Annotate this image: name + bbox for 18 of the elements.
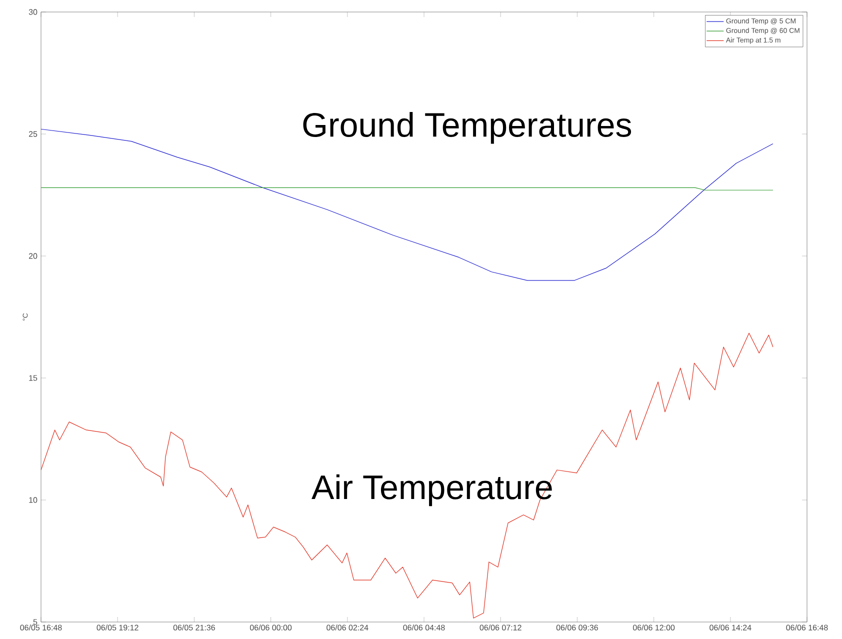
- y-tick-label: 30: [28, 9, 38, 15]
- x-tick-label: 06/06 12:00: [632, 624, 675, 630]
- y-tick-label: 20: [28, 253, 38, 259]
- x-tick-label: 06/06 14:24: [710, 624, 752, 630]
- x-tick-label: 06/05 19:12: [96, 624, 138, 630]
- x-tick-label: 06/05 16:48: [20, 624, 62, 630]
- x-tick-label: 06/06 07:12: [480, 624, 522, 630]
- y-tick-label: 15: [29, 375, 38, 381]
- y-tick-label: 10: [29, 497, 38, 503]
- annotation: Ground Temperatures: [303, 112, 632, 144]
- x-tick-label: 06/06 09:36: [556, 624, 598, 630]
- x-tick-label: 06/05 21:36: [173, 624, 215, 630]
- x-tick-label: 06/06 16:48: [786, 624, 828, 630]
- y-tick-label: 25: [28, 131, 38, 137]
- x-tick-label: 06/06 02:24: [326, 624, 368, 630]
- y-tick-label: 5: [33, 619, 38, 625]
- x-tick-label: 06/06 00:00: [250, 624, 292, 630]
- x-tick-label: 06/06 04:48: [403, 624, 445, 630]
